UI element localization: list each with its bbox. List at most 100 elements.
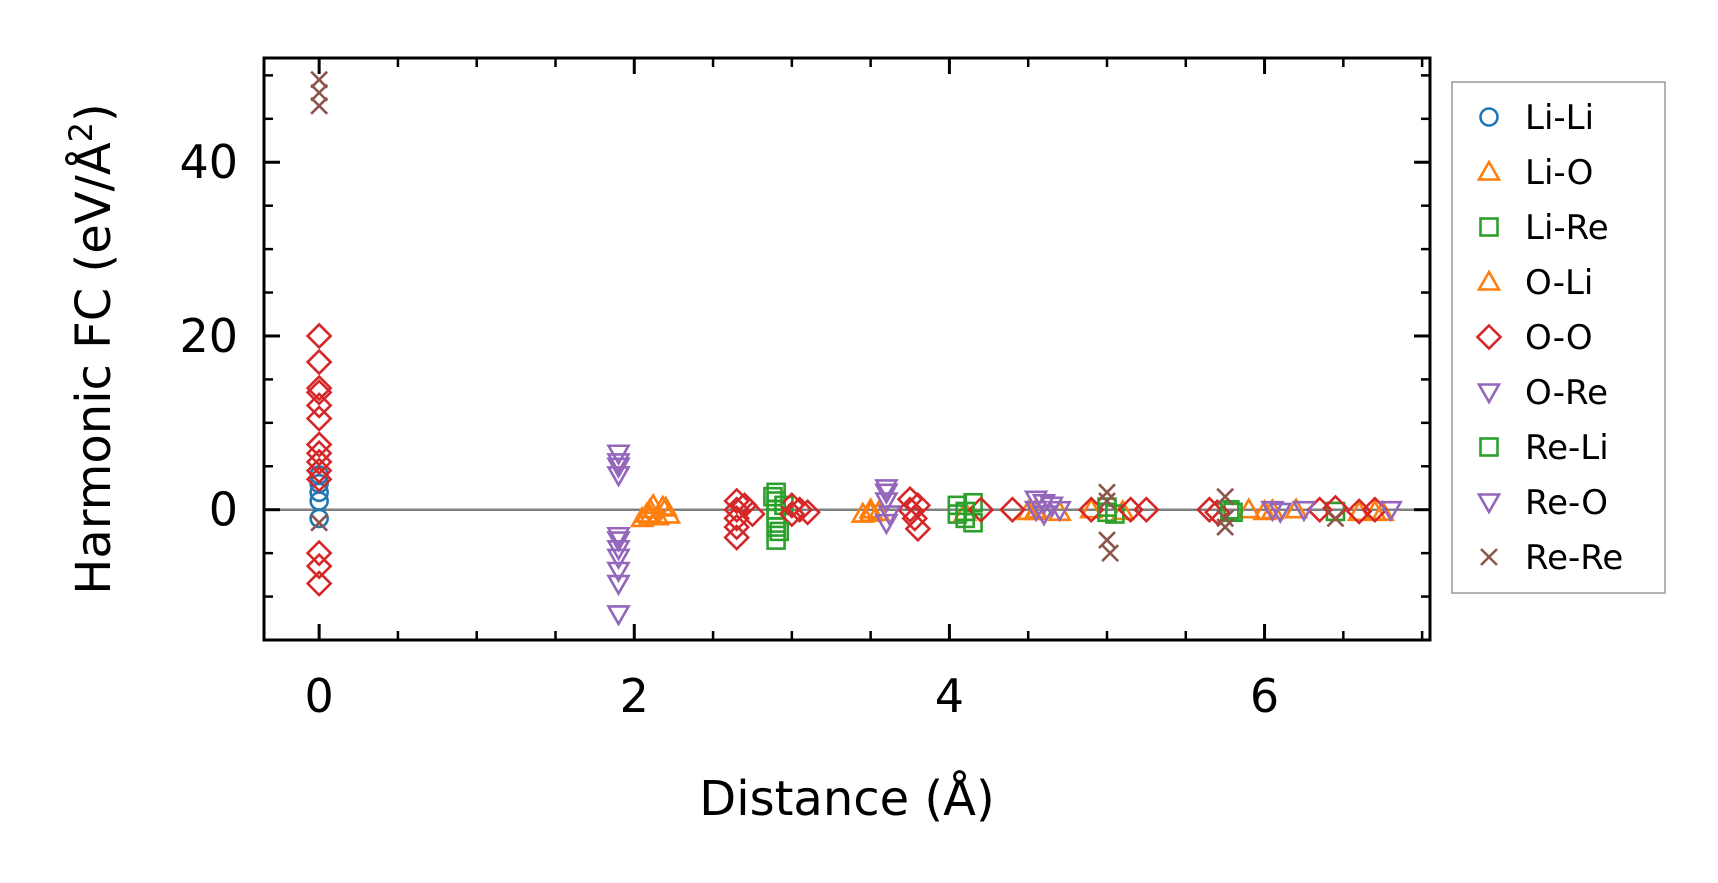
data-point <box>1216 509 1235 528</box>
data-point <box>606 605 631 627</box>
data-point <box>874 483 899 505</box>
data-point <box>310 96 329 115</box>
data-point <box>305 439 333 467</box>
legend-label: O-O <box>1525 318 1593 358</box>
y-tick-label: 20 <box>179 309 238 363</box>
legend-entry-o-re: O-Re <box>1476 373 1608 413</box>
data-point <box>606 466 631 488</box>
data-point <box>1370 499 1395 522</box>
data-point <box>874 492 899 514</box>
legend-label: O-Li <box>1525 263 1593 303</box>
data-point <box>305 570 333 597</box>
data-point <box>1098 483 1116 502</box>
data-point <box>763 486 783 507</box>
data-point <box>606 457 631 479</box>
data-point <box>874 479 899 501</box>
axis-ticks <box>264 58 1430 640</box>
data-point <box>1378 500 1403 523</box>
series-o-re <box>606 444 1403 627</box>
legend-marker <box>1476 493 1502 515</box>
legend-label: Re-O <box>1525 483 1608 523</box>
data-point <box>1031 505 1057 527</box>
data-point <box>874 513 899 536</box>
data-point <box>769 521 790 542</box>
series-o-o <box>305 322 1389 597</box>
legend-entry-o-o: O-O <box>1475 318 1593 358</box>
data-point <box>794 498 821 526</box>
data-point <box>1023 500 1049 523</box>
data-point <box>1260 500 1285 523</box>
data-point <box>305 379 333 406</box>
data-point <box>955 501 975 522</box>
y-tick-label: 0 <box>209 483 238 537</box>
data-point <box>606 531 631 553</box>
y-axis-label-superscript: 2 <box>62 122 100 142</box>
y-axis-label-close: ) <box>66 103 122 122</box>
legend-marker <box>1475 323 1503 351</box>
legend-marker <box>1476 383 1502 405</box>
data-point <box>310 83 329 102</box>
data-point <box>305 392 333 419</box>
data-point <box>904 492 932 519</box>
data-point <box>904 515 932 543</box>
data-point <box>1203 498 1231 526</box>
legend-label: Re-Re <box>1525 538 1623 578</box>
data-point <box>305 552 333 580</box>
data-point <box>1031 493 1057 516</box>
data-point <box>305 374 333 402</box>
legend-entry-re-re: Re-Re <box>1480 538 1623 578</box>
legend-label: Li-O <box>1525 153 1593 193</box>
data-point <box>309 508 329 529</box>
data-point <box>1236 497 1262 519</box>
data-point <box>896 496 924 524</box>
legend: Li-Li Li-O Li-Re O-Li O-O O-Re Re-Li Re-O Re-Re <box>1451 81 1666 594</box>
series-re-li <box>763 486 1240 542</box>
data-point <box>739 500 766 528</box>
data-point <box>310 70 329 89</box>
y-axis-label-main: Harmonic FC (eV/Å <box>65 142 122 595</box>
legend-entry-o-li: O-Li <box>1476 263 1593 303</box>
data-point <box>766 517 786 537</box>
x-tick-label: 0 <box>305 669 334 723</box>
data-markers <box>305 70 1403 627</box>
data-point <box>1216 518 1235 536</box>
data-point <box>723 496 751 524</box>
tick-labels: 0 2 4 6 0 20 40 <box>179 135 1279 723</box>
plot-frame <box>262 56 1432 642</box>
data-point <box>1291 500 1317 523</box>
data-point <box>1216 487 1235 506</box>
data-point <box>1047 500 1072 523</box>
y-tick-label: 40 <box>179 135 238 189</box>
data-point <box>1097 502 1117 523</box>
data-point <box>305 448 333 476</box>
y-axis-label: Harmonic FC (eV/Å2) <box>62 103 122 595</box>
data-point <box>1196 496 1223 524</box>
data-point <box>606 453 631 475</box>
data-point <box>1326 509 1345 528</box>
legend-label: Li-Li <box>1525 98 1594 138</box>
x-axis-label: Distance (Å) <box>699 770 994 827</box>
series-re-re <box>310 70 1345 563</box>
data-point <box>606 561 631 584</box>
data-point <box>1133 496 1160 524</box>
legend-label: Li-Re <box>1525 208 1609 248</box>
data-point <box>1268 502 1293 525</box>
data-point <box>305 322 333 350</box>
data-point <box>786 496 814 524</box>
legend-entry-li-o: Li-O <box>1476 153 1593 193</box>
legend-entry-re-o: Re-O <box>1476 483 1608 523</box>
data-point <box>999 496 1026 524</box>
data-point <box>778 492 806 519</box>
data-point <box>305 539 333 567</box>
data-point <box>723 487 751 515</box>
data-point <box>723 524 751 551</box>
x-tick-label: 4 <box>935 669 964 723</box>
data-point <box>858 500 883 522</box>
data-point <box>305 457 333 484</box>
series-re-o <box>606 457 1293 553</box>
legend-entry-li-re: Li-Re <box>1479 208 1609 248</box>
legend-marker <box>1480 548 1498 566</box>
data-point <box>723 505 751 532</box>
data-point <box>1098 531 1116 550</box>
